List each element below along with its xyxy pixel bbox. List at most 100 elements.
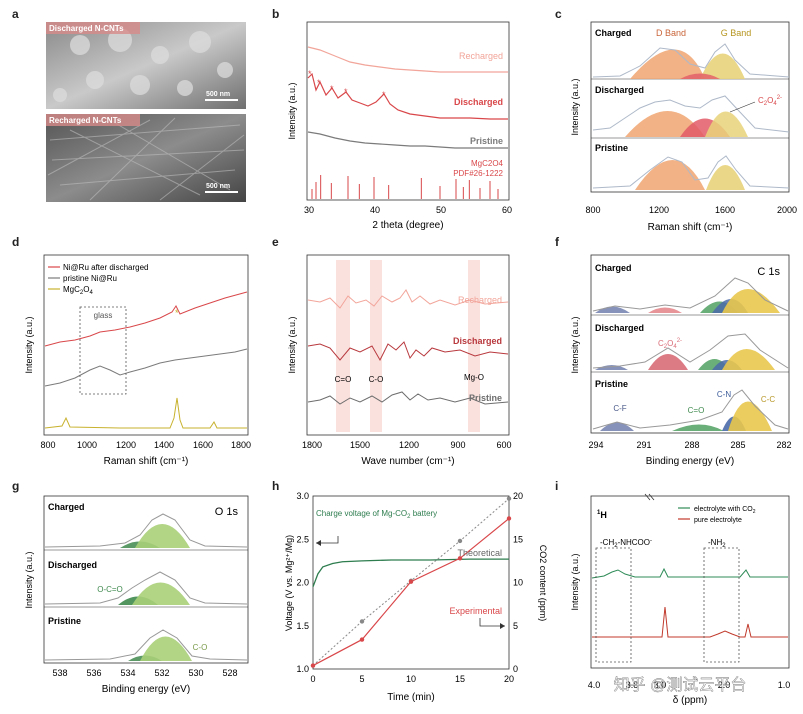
panel-i-xtick-2: 3.0 [654,680,667,690]
panel-e-band-mgo [468,260,480,432]
panel-label-c: c [555,7,562,21]
panel-h-point-experimental-1 [359,637,365,642]
panel-f-xtick-0: 294 [588,440,603,450]
panel-h-legend-theoretical: Theoretical [457,548,502,558]
panel-i-legend-co2: electrolyte with CO2 [694,506,756,515]
panel-f-panel-charged: Charged [595,263,632,273]
panel-f-discharged-fit [592,333,789,369]
panel-h-point-theoretical-4 [506,496,512,501]
panel-e-band-co-double [336,260,350,432]
panel-f-title: C 1s [757,266,780,278]
panel-a-sem: Discharged N-CNTs 500 nm Recharged N-CNT… [46,22,246,202]
panel-g-xtick-3: 532 [154,668,169,678]
panel-f-label-cn: C-N [717,390,731,399]
panel-e-chart: Intensity (a.u.) Wave number (cm⁻¹) 1800… [287,254,512,467]
panel-f-panel-pristine: Pristine [595,379,628,389]
scale-label-bottom: 500 nm [206,183,230,190]
panel-d-series-discharged [44,291,248,347]
panel-g-chart: Intensity (a.u.) Binding energy (eV) 538… [24,495,249,695]
panel-h-xtick-3: 15 [455,674,465,684]
panel-d-xtick-3: 1400 [154,440,174,450]
panel-f-charged-fit [592,277,789,312]
panel-h-ticks: 0 5 10 15 20 1.0 1.5 2.0 2.5 3.0 0 5 10 15 20 [296,491,523,684]
panel-c-label-d-band: D Band [656,28,686,38]
panel-h-ytick-0: 1.0 [296,664,309,674]
sem-label-bottom: Recharged N-CNTs [49,116,122,125]
panel-h-xtick-1: 5 [359,674,364,684]
panel-b-chart: Intensity (a.u.) 2 theta (degree) 30 40 … [287,21,512,231]
panel-g-xtick-4: 530 [188,668,203,678]
watermark: 知乎 @测试云平台 [614,676,747,694]
panel-h-ytick-1: 1.5 [296,621,309,631]
panel-b-series-discharged [307,72,508,120]
panel-c-discharged-g-band [705,111,748,137]
panel-d-xlabel: Raman shift (cm⁻¹) [104,456,189,467]
panel-d-ylabel: Intensity (a.u.) [24,316,34,373]
panel-h-series-experimental [312,518,510,667]
panel-h-legend-experimental: Experimental [449,606,502,616]
panel-c-panel-pristine: Pristine [595,143,628,153]
panel-c-pristine-fit [592,155,790,189]
panel-d-legend-discharged: Ni@Ru after discharged [63,263,149,272]
panel-i-legend-pure: pure electrolyte [694,517,742,524]
panel-c-xtick-1: 1200 [649,205,669,215]
panel-i-xtick-3: 2.0 [718,680,731,690]
panel-b-xtick-1: 40 [370,205,380,215]
panel-d-xtick-2: 1200 [116,440,136,450]
panel-g-pristine-fit [44,629,248,661]
panel-b-legend-pristine: Pristine [470,136,503,146]
panel-label-b: b [272,7,279,21]
panel-c-label-c2o4: C2O42- [758,95,782,107]
panel-e-series-discharged [307,341,509,362]
panel-c-label-g-band: G Band [721,28,752,38]
panel-f-xtick-1: 291 [636,440,651,450]
panel-f-xlabel: Binding energy (eV) [646,456,734,467]
panel-b-xtick-3: 60 [502,205,512,215]
panel-b-legend-discharged: Discharged [454,97,503,107]
panel-label-h: h [272,479,279,493]
panel-c-charged-c2o4 [680,73,720,79]
panel-i-xtick-1: 3.8 [626,680,639,690]
panel-i-ylabel: Intensity (a.u.) [570,553,580,610]
panel-i-xtick-4: 1.0 [778,680,791,690]
axis-break-mark [644,493,655,501]
panel-d-xtick-5: 1800 [231,440,251,450]
panel-g-xtick-0: 538 [52,668,67,678]
panel-i-box-ch2 [595,547,632,663]
panel-h-data-points [310,496,512,668]
panel-e-series-pristine [307,391,509,405]
panel-d-series-mgc2o4 [44,397,247,429]
panel-h-ytick-2: 2.0 [296,578,309,588]
panel-g-xtick-1: 536 [86,668,101,678]
panel-h-series-voltage [312,558,509,588]
panel-e-ylabel: Intensity (a.u.) [287,316,297,373]
panel-h-point-experimental-4 [506,516,512,521]
panel-c-panel-discharged: Discharged [595,85,644,95]
panel-h-ytick-4: 3.0 [296,491,309,501]
panel-d-chart: Intensity (a.u.) Raman shift (cm⁻¹) 800 … [24,254,251,467]
panel-d-series-pristine [44,348,248,387]
panel-b-frame [306,21,510,201]
panel-d-star: * [175,308,179,318]
panel-d-xtick-4: 1600 [193,440,213,450]
panel-e-label-co-double: C=O [335,375,352,384]
panel-c-panel-charged: Charged [595,28,632,38]
panel-f-label-co: C=O [688,406,705,415]
panel-e-xlabel: Wave number (cm⁻¹) [361,456,454,467]
panel-g-label-ococ: O-C=O [97,585,123,594]
panel-e-xtick-2: 1200 [399,440,419,450]
panel-e-frame [306,254,510,436]
panel-h-y2tick-2: 10 [513,578,523,588]
panel-f-label-cf: C-F [613,404,626,413]
panel-b-xlabel: 2 theta (degree) [372,220,443,231]
panel-f-frame [590,254,790,434]
panel-e-xtick-1: 1500 [350,440,370,450]
scale-label-top: 500 nm [206,91,230,98]
panel-g-xtick-5: 528 [222,668,237,678]
panel-g-xtick-2: 534 [120,668,135,678]
panel-b-star-4: * [382,90,386,100]
panel-d-frame [43,254,249,436]
panel-h-ytick-3: 2.5 [296,534,309,544]
panel-h-point-experimental-0 [310,663,316,668]
